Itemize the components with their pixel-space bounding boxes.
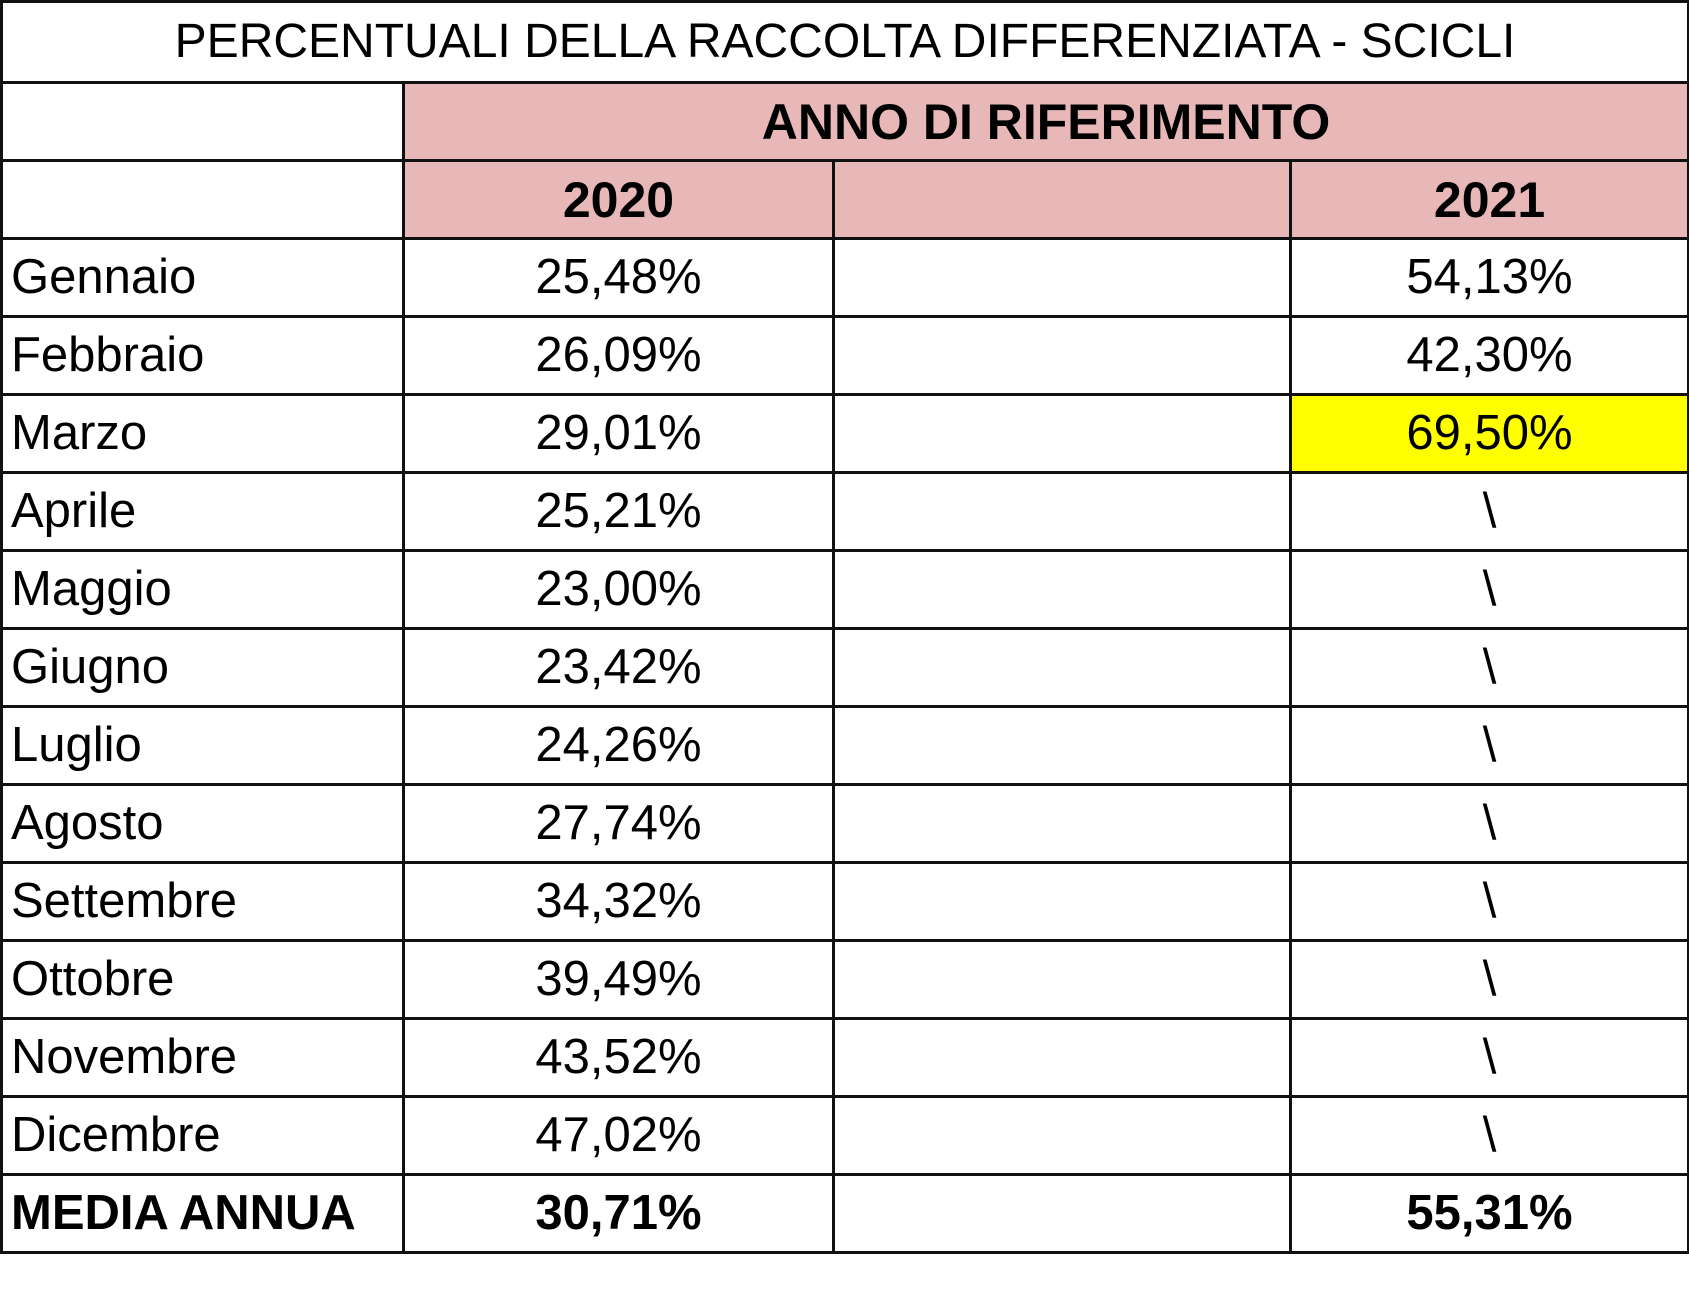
month-label: Giugno [0,627,405,708]
year-header-row: 2020 2021 [0,159,1689,240]
month-label: Dicembre [0,1095,405,1176]
value-2021: 54,13% [1288,237,1689,318]
table-row: Giugno 23,42% \ [0,627,1689,708]
table-row: Febbraio 26,09% 42,30% [0,315,1689,396]
value-2021: \ [1288,549,1689,630]
value-2021: \ [1288,471,1689,552]
table-row: Settembre 34,32% \ [0,861,1689,942]
value-2021: 42,30% [1288,315,1689,396]
empty-cell [832,315,1292,396]
empty-cell [832,627,1292,708]
month-label: Ottobre [0,939,405,1020]
empty-cell [832,783,1292,864]
value-2020: 43,52% [402,1017,835,1098]
table-row: Novembre 43,52% \ [0,1017,1689,1098]
value-2021: \ [1288,627,1689,708]
empty-cell [832,1173,1292,1254]
empty-cell [832,549,1292,630]
table-row: Marzo 29,01% 69,50% [0,393,1689,474]
corner-cell [0,159,405,240]
value-2021: \ [1288,939,1689,1020]
empty-header-cell [832,159,1292,240]
table-row: Aprile 25,21% \ [0,471,1689,552]
empty-cell [832,705,1292,786]
value-2020: 25,48% [402,237,835,318]
value-2020: 26,09% [402,315,835,396]
value-2021: \ [1288,783,1689,864]
month-rows: Gennaio 25,48% 54,13% Febbraio 26,09% 42,30% M… [0,237,1689,1176]
value-2020: 23,42% [402,627,835,708]
table-row: Ottobre 39,49% \ [0,939,1689,1020]
value-2021: \ [1288,1017,1689,1098]
month-label: Maggio [0,549,405,630]
empty-cell [832,237,1292,318]
year-2020-header: 2020 [402,159,835,240]
empty-cell [832,1095,1292,1176]
value-2020: 24,26% [402,705,835,786]
month-label: Febbraio [0,315,405,396]
annual-average-row: MEDIA ANNUA 30,71% 55,31% [0,1173,1689,1254]
value-2021: \ [1288,1095,1689,1176]
value-2020: 25,21% [402,471,835,552]
empty-cell [832,939,1292,1020]
table-row: Agosto 27,74% \ [0,783,1689,864]
empty-cell [832,471,1292,552]
value-2020: 27,74% [402,783,835,864]
value-2020: 34,32% [402,861,835,942]
annual-average-2021: 55,31% [1288,1173,1689,1254]
value-2020: 39,49% [402,939,835,1020]
annual-average-2020: 30,71% [402,1173,835,1254]
value-2020: 47,02% [402,1095,835,1176]
month-label: Luglio [0,705,405,786]
table-row: Luglio 24,26% \ [0,705,1689,786]
table-row: Maggio 23,00% \ [0,549,1689,630]
value-2020: 23,00% [402,549,835,630]
value-2021: 69,50% [1288,393,1689,474]
recycling-percentages-table: PERCENTUALI DELLA RACCOLTA DIFFERENZIATA… [0,0,1689,1254]
annual-average-label: MEDIA ANNUA [0,1173,405,1254]
table-row: Dicembre 47,02% \ [0,1095,1689,1176]
table-row: Gennaio 25,48% 54,13% [0,237,1689,318]
year-2021-header: 2021 [1288,159,1689,240]
month-label: Gennaio [0,237,405,318]
month-label: Novembre [0,1017,405,1098]
month-label: Agosto [0,783,405,864]
empty-cell [832,861,1292,942]
title-row: PERCENTUALI DELLA RACCOLTA DIFFERENZIATA… [0,0,1689,84]
month-label: Settembre [0,861,405,942]
month-label: Marzo [0,393,405,474]
empty-cell [832,393,1292,474]
empty-cell [832,1017,1292,1098]
value-2021: \ [1288,705,1689,786]
table-title: PERCENTUALI DELLA RACCOLTA DIFFERENZIATA… [0,0,1689,84]
month-label: Aprile [0,471,405,552]
value-2021: \ [1288,861,1689,942]
group-header-row: ANNO DI RIFERIMENTO [0,81,1689,162]
corner-cell [0,81,405,162]
reference-year-header: ANNO DI RIFERIMENTO [401,81,1689,162]
value-2020: 29,01% [402,393,835,474]
